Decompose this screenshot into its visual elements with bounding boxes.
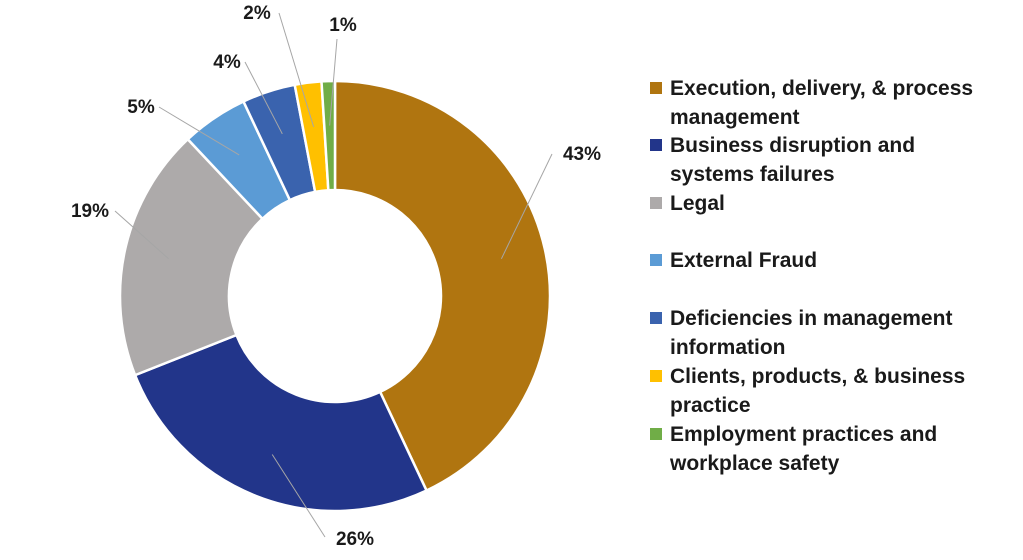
donut-slice-3 xyxy=(118,137,265,377)
legend-item-3: Legal xyxy=(650,189,1000,218)
legend-swatch xyxy=(650,370,662,382)
legend-item-5: Deficiencies in management information xyxy=(650,304,1000,362)
legend-label: Legal xyxy=(670,192,725,215)
legend-swatch xyxy=(650,82,662,94)
data-label-2: 26% xyxy=(336,529,374,550)
leader-lines xyxy=(114,12,553,538)
legend-swatch xyxy=(650,139,662,151)
legend-swatch xyxy=(650,197,662,209)
legend-item-4: External Fraud xyxy=(650,246,1000,275)
legend-swatch xyxy=(650,312,662,324)
legend-swatch xyxy=(650,428,662,440)
data-label-6: 2% xyxy=(243,3,271,24)
legend-label: Business disruption and systems failures xyxy=(670,134,916,186)
legend-label: External Fraud xyxy=(670,249,818,272)
leader-line-6 xyxy=(278,12,315,127)
data-label-7: 1% xyxy=(329,15,357,36)
donut-slices xyxy=(118,79,552,513)
data-labels: 43% 26% 19% 5% 4% 2% 1% xyxy=(71,3,601,550)
legend-item-1: Execution, delivery, & process managemen… xyxy=(650,74,1000,132)
leader-line-4 xyxy=(158,106,240,156)
legend-item-2: Business disruption and systems failures xyxy=(650,131,1000,189)
leader-line-7 xyxy=(329,38,338,126)
leader-line-2 xyxy=(271,454,326,538)
legend-label: Clients, products, & business practice xyxy=(670,365,966,417)
donut-slice-1 xyxy=(333,79,552,493)
donut-slice-2 xyxy=(133,333,429,513)
data-label-4: 5% xyxy=(127,97,155,118)
legend-item-6: Clients, products, & business practice xyxy=(650,362,1000,420)
legend-swatch xyxy=(650,254,662,266)
data-label-5: 4% xyxy=(213,52,241,73)
legend-label: Employment practices and workplace safet… xyxy=(670,423,938,475)
leader-line-5 xyxy=(244,61,283,135)
legend-item-7: Employment practices and workplace safet… xyxy=(650,420,1000,478)
leader-line-3 xyxy=(114,210,169,260)
data-label-1: 43% xyxy=(563,144,601,165)
leader-line-1 xyxy=(500,153,553,260)
legend-label: Execution, delivery, & process managemen… xyxy=(670,77,974,129)
data-label-3: 19% xyxy=(71,201,109,222)
donut-slice-7 xyxy=(320,79,337,192)
legend-label: Deficiencies in management information xyxy=(670,307,953,359)
